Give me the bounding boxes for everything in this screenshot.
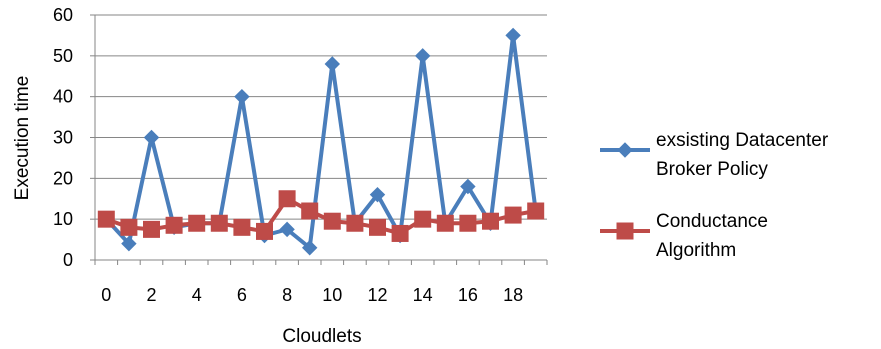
legend-label: Broker Policy [656, 159, 768, 180]
legend-label: Algorithm [656, 240, 736, 261]
data-point [346, 214, 364, 232]
x-tick-label: 16 [458, 285, 478, 305]
x-tick-label: 14 [413, 285, 433, 305]
legend-entry-1: exsisting Datacenter Broker Policy [600, 130, 829, 180]
data-point [369, 218, 386, 236]
x-tick-label: 6 [237, 285, 247, 305]
x-tick-label: 18 [503, 285, 523, 305]
legend: exsisting Datacenter Broker Policy Conduct… [600, 130, 829, 261]
data-point [256, 222, 273, 240]
x-tick-label: 10 [322, 285, 342, 305]
data-point [323, 212, 341, 230]
y-tick-labels: 0 10 20 30 40 50 60 [53, 5, 73, 270]
series-2 [97, 190, 545, 242]
data-point [414, 48, 431, 64]
y-tick-label: 60 [53, 5, 73, 25]
y-tick-label: 10 [53, 209, 73, 229]
y-tick-label: 30 [53, 128, 73, 148]
data-point [459, 214, 477, 232]
legend-marker [616, 222, 634, 240]
data-point [301, 240, 318, 256]
x-tick-label: 4 [192, 285, 202, 305]
data-point [460, 178, 476, 195]
data-point [279, 221, 295, 238]
x-tick-labels: 0 2 4 6 8 10 12 14 16 18 [101, 285, 523, 305]
data-point [504, 206, 522, 224]
legend-entry-2: Conductance Algorithm [600, 211, 768, 261]
data-point [121, 235, 137, 252]
data-point [414, 210, 432, 228]
x-tick-label: 0 [101, 285, 111, 305]
legend-marker [617, 142, 633, 158]
y-axis-title: Execution time [12, 76, 33, 201]
x-tick-label: 2 [146, 285, 156, 305]
y-tick-label: 40 [53, 87, 73, 107]
y-tick-label: 0 [63, 250, 73, 270]
data-point [165, 216, 183, 234]
data-point [233, 218, 251, 236]
y-tick-label: 50 [53, 46, 73, 66]
axes [94, 15, 547, 261]
data-point [369, 186, 386, 203]
data-point [391, 224, 409, 242]
y-tick-label: 20 [53, 168, 73, 188]
legend-label: exsisting Datacenter [656, 130, 829, 151]
data-point [278, 190, 296, 208]
data-point [234, 88, 250, 105]
legend-label: Conductance [656, 211, 768, 232]
x-axis-title: Cloudlets [282, 326, 361, 347]
data-point [188, 214, 206, 232]
data-point [436, 214, 454, 232]
data-point [143, 220, 160, 238]
data-point [324, 56, 341, 72]
series-layer [97, 27, 545, 256]
data-point [482, 212, 499, 230]
data-point [527, 202, 545, 220]
data-point [143, 129, 160, 146]
data-point [301, 202, 319, 220]
data-point [120, 218, 138, 236]
x-tick-label: 8 [282, 285, 292, 305]
data-point [505, 27, 521, 44]
x-tick-label: 12 [367, 285, 387, 305]
data-point [97, 210, 115, 228]
data-point [210, 214, 228, 232]
